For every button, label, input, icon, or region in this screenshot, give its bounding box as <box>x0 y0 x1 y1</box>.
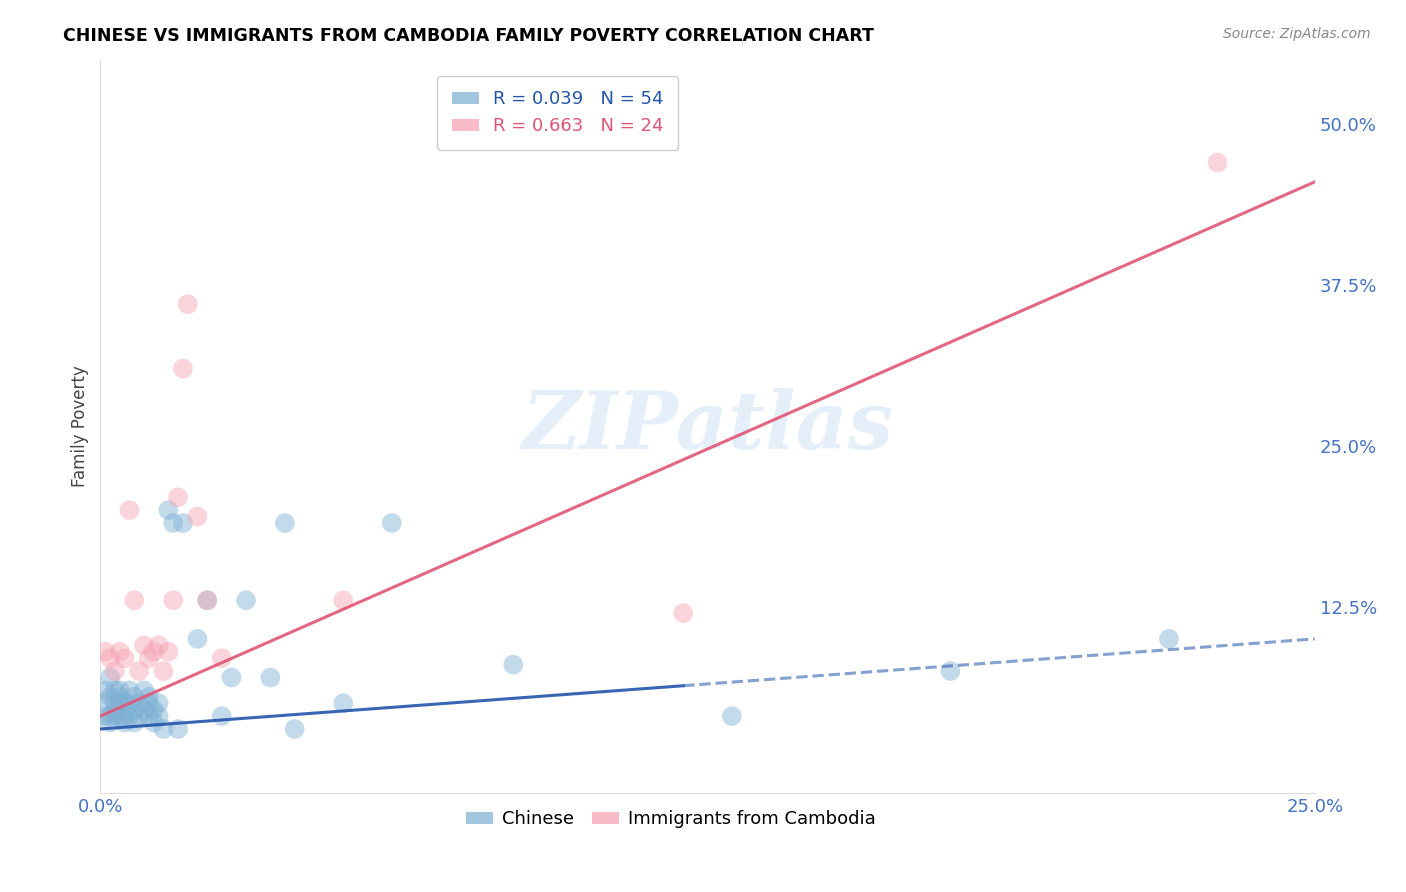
Point <box>138 709 160 723</box>
Point <box>114 651 136 665</box>
Point <box>132 683 155 698</box>
Point <box>128 696 150 710</box>
Point <box>186 509 208 524</box>
Point <box>108 645 131 659</box>
Point <box>98 671 121 685</box>
Point <box>104 683 127 698</box>
Point <box>104 703 127 717</box>
Point <box>118 709 141 723</box>
Point <box>108 696 131 710</box>
Point <box>114 715 136 730</box>
Point <box>152 664 174 678</box>
Text: CHINESE VS IMMIGRANTS FROM CAMBODIA FAMILY POVERTY CORRELATION CHART: CHINESE VS IMMIGRANTS FROM CAMBODIA FAMI… <box>63 27 875 45</box>
Point <box>124 703 146 717</box>
Point <box>98 709 121 723</box>
Point <box>172 516 194 530</box>
Point <box>284 722 307 736</box>
Point <box>148 709 170 723</box>
Point <box>118 696 141 710</box>
Point <box>132 638 155 652</box>
Point <box>720 709 742 723</box>
Point <box>148 696 170 710</box>
Point <box>94 709 117 723</box>
Point <box>186 632 208 646</box>
Point <box>138 651 160 665</box>
Point <box>114 696 136 710</box>
Point <box>167 490 190 504</box>
Point <box>332 593 354 607</box>
Point <box>259 671 281 685</box>
Point <box>132 703 155 717</box>
Point <box>211 709 233 723</box>
Point <box>128 709 150 723</box>
Point <box>104 709 127 723</box>
Point <box>108 683 131 698</box>
Text: ZIPatlas: ZIPatlas <box>522 388 894 466</box>
Point <box>104 664 127 678</box>
Point <box>98 690 121 704</box>
Point <box>94 683 117 698</box>
Point <box>148 638 170 652</box>
Point <box>98 651 121 665</box>
Point <box>94 696 117 710</box>
Point <box>124 715 146 730</box>
Point <box>142 703 165 717</box>
Point <box>177 297 200 311</box>
Legend: Chinese, Immigrants from Cambodia: Chinese, Immigrants from Cambodia <box>458 803 883 836</box>
Point <box>672 606 695 620</box>
Point <box>94 645 117 659</box>
Point <box>1206 155 1229 169</box>
Point <box>138 690 160 704</box>
Point <box>142 645 165 659</box>
Point <box>152 722 174 736</box>
Point <box>162 593 184 607</box>
Point <box>195 593 218 607</box>
Point <box>142 715 165 730</box>
Point <box>128 664 150 678</box>
Point <box>98 715 121 730</box>
Point <box>118 683 141 698</box>
Point <box>939 664 962 678</box>
Point <box>235 593 257 607</box>
Point <box>221 671 243 685</box>
Point <box>108 709 131 723</box>
Point <box>332 696 354 710</box>
Text: Source: ZipAtlas.com: Source: ZipAtlas.com <box>1223 27 1371 41</box>
Point <box>124 690 146 704</box>
Point <box>124 593 146 607</box>
Point <box>157 645 180 659</box>
Point <box>502 657 524 672</box>
Y-axis label: Family Poverty: Family Poverty <box>72 366 89 487</box>
Point <box>157 503 180 517</box>
Point <box>195 593 218 607</box>
Point <box>118 503 141 517</box>
Point <box>172 361 194 376</box>
Point <box>108 690 131 704</box>
Point <box>114 709 136 723</box>
Point <box>138 696 160 710</box>
Point <box>211 651 233 665</box>
Point <box>1157 632 1180 646</box>
Point <box>381 516 404 530</box>
Point <box>162 516 184 530</box>
Point <box>274 516 297 530</box>
Point <box>167 722 190 736</box>
Point <box>104 696 127 710</box>
